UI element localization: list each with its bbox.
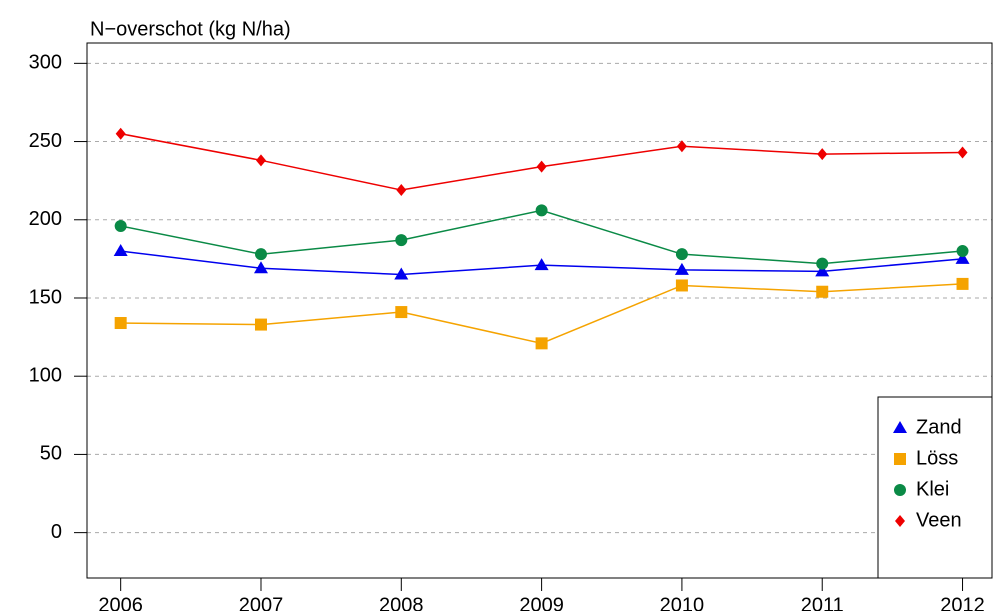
x-tick-label: 2009: [519, 594, 564, 611]
marker: [817, 148, 828, 161]
marker: [114, 220, 127, 233]
x-tick-label: 2010: [660, 594, 705, 611]
marker: [816, 285, 829, 298]
legend-label: Veen: [916, 509, 962, 531]
marker: [816, 257, 829, 270]
series-line: [120, 283, 963, 345]
plot-frame: [86, 42, 993, 579]
y-tick-label: 50: [40, 443, 62, 465]
marker: [255, 154, 266, 167]
y-tick-label: 200: [29, 208, 62, 230]
marker: [254, 318, 267, 331]
legend-label: Zand: [916, 416, 962, 438]
marker: [956, 277, 969, 290]
x-tick-label: 2008: [379, 594, 424, 611]
marker: [394, 267, 409, 280]
marker: [535, 337, 548, 350]
x-tick-label: 2012: [940, 594, 985, 611]
marker: [956, 245, 969, 258]
marker: [113, 244, 128, 257]
marker: [675, 279, 688, 292]
y-tick-label: 0: [51, 521, 62, 543]
legend-marker: [895, 515, 905, 527]
marker: [534, 258, 549, 271]
y-tick-label: 150: [29, 286, 62, 308]
x-tick-label: 2007: [239, 594, 284, 611]
marker: [674, 262, 689, 275]
legend-label: Löss: [916, 447, 958, 469]
marker: [114, 317, 127, 330]
y-tick-label: 300: [29, 52, 62, 74]
legend-marker: [894, 484, 906, 496]
marker: [957, 146, 968, 159]
marker: [536, 160, 547, 173]
marker: [815, 264, 830, 277]
marker: [535, 204, 548, 217]
legend-marker: [894, 453, 906, 465]
marker: [253, 261, 268, 274]
marker: [395, 306, 408, 319]
x-tick-label: 2006: [98, 594, 143, 611]
x-tick-label: 2011: [801, 594, 844, 611]
marker: [115, 127, 126, 140]
legend-marker: [893, 421, 907, 433]
marker: [254, 248, 267, 261]
marker: [955, 251, 970, 264]
marker: [395, 234, 408, 247]
marker: [396, 184, 407, 197]
series-line: [120, 209, 963, 265]
y-tick-label: 250: [29, 130, 62, 152]
marker: [675, 248, 688, 261]
y-tick-label: 100: [29, 364, 62, 386]
y-axis-label: N−overschot (kg N/ha): [90, 18, 291, 40]
legend-label: Klei: [916, 478, 949, 500]
marker: [676, 140, 687, 153]
